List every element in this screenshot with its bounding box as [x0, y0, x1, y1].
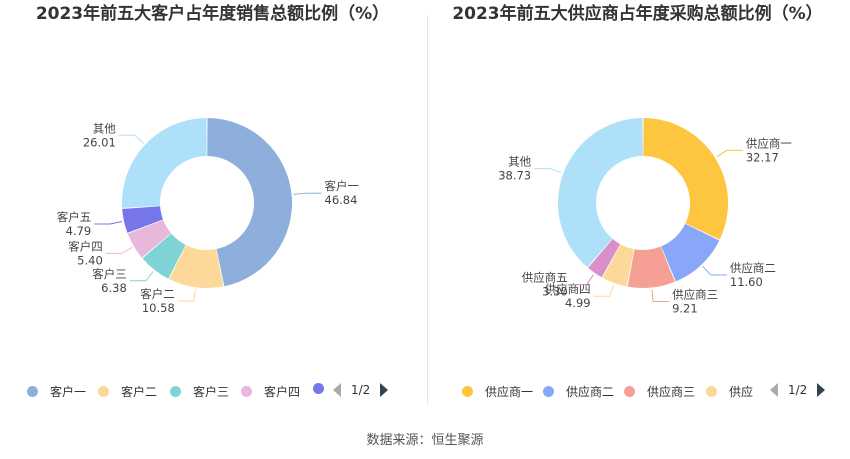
- slice-value-label: 10.58: [142, 301, 175, 315]
- supplier-chart-panel: 2023年前五大供应商占年度采购总额比例（%） 供应商一 32.17 供应商二 11.…: [425, 0, 850, 420]
- pie-slice-3: [627, 246, 675, 288]
- slice-label: 客户一: [325, 179, 360, 193]
- leader-line: [593, 284, 615, 297]
- chart-legend: 客户一 客户二 客户三 客户四 1/2: [0, 383, 425, 403]
- legend-item[interactable]: 供应商三: [624, 383, 695, 400]
- pie-slice-2: [661, 223, 720, 282]
- legend-swatch: [543, 386, 554, 397]
- legend-page-number: 1/2: [351, 383, 371, 397]
- leader-line: [105, 246, 133, 254]
- slice-label: 供应商二: [730, 261, 776, 275]
- chart-title: 2023年前五大供应商占年度采购总额比例（%）: [452, 4, 823, 24]
- leader-line: [293, 192, 322, 195]
- legend-swatch: [98, 386, 109, 397]
- leader-line: [118, 134, 144, 144]
- pie-slice-2: [169, 245, 224, 288]
- next-page-icon[interactable]: [817, 383, 826, 397]
- pie-slice-4: [127, 220, 171, 258]
- slice-label: 客户三: [92, 267, 127, 281]
- pie-slice-4: [602, 244, 634, 287]
- legend-label: 客户一: [50, 385, 87, 399]
- slice-label: 供应商四: [545, 282, 591, 296]
- slice-label: 客户四: [68, 239, 103, 253]
- pie-slice-5: [588, 238, 621, 278]
- slice-value-label: 38.73: [498, 169, 531, 183]
- legend-item[interactable]: 客户一: [27, 383, 86, 400]
- pie-slice-6: [558, 118, 643, 268]
- leader-line: [570, 274, 594, 285]
- legend-label: 供应: [729, 385, 754, 399]
- legend-label: 客户二: [121, 385, 158, 399]
- leader-line: [94, 220, 123, 225]
- slice-value-label: 3.30: [542, 284, 568, 298]
- legend-label: 供应商一: [485, 385, 534, 399]
- slice-label: 客户二: [140, 287, 175, 301]
- legend-pager: 1/2: [333, 383, 389, 397]
- leader-line: [716, 149, 743, 158]
- leader-line: [702, 265, 727, 276]
- slice-label: 供应商三: [672, 287, 718, 301]
- legend-swatch: [241, 386, 252, 397]
- slice-value-label: 26.01: [83, 135, 116, 149]
- chart-title: 2023年前五大客户占年度销售总额比例（%）: [35, 4, 390, 24]
- prev-page-icon[interactable]: [770, 383, 778, 397]
- panel-divider: [427, 15, 428, 405]
- slice-value-label: 9.21: [672, 301, 698, 315]
- legend-page-number: 1/2: [788, 383, 808, 397]
- pie-slice-1: [643, 118, 728, 240]
- leader-line: [651, 289, 670, 302]
- slice-value-label: 11.60: [730, 275, 763, 289]
- legend-item[interactable]: [313, 383, 336, 394]
- legend-swatch: [170, 386, 181, 397]
- slice-value-label: 46.84: [325, 193, 358, 207]
- customer-chart-panel: 2023年前五大客户占年度销售总额比例（%） 客户一 46.84 客户二 10.58 客…: [0, 0, 425, 420]
- legend-item[interactable]: 供应商一: [462, 383, 533, 400]
- legend-swatch: [706, 386, 717, 397]
- chart-legend: 供应商一 供应商二 供应商三 供应 1/2: [425, 383, 850, 403]
- legend-swatch: [313, 383, 324, 394]
- leader-line: [177, 289, 196, 302]
- legend-label: 客户三: [193, 385, 230, 399]
- legend-label: 供应商二: [566, 385, 615, 399]
- slice-value-label: 4.79: [66, 224, 92, 238]
- legend-pager: 1/2: [770, 383, 826, 397]
- legend-swatch: [624, 386, 635, 397]
- legend-item[interactable]: 客户三: [170, 383, 229, 400]
- slice-value-label: 5.40: [77, 253, 103, 267]
- slice-label: 供应商一: [746, 136, 792, 150]
- slice-label: 供应商五: [522, 270, 568, 284]
- pie-slice-1: [207, 118, 293, 287]
- slice-value-label: 4.99: [565, 296, 591, 310]
- prev-page-icon[interactable]: [333, 383, 341, 397]
- pie-slice-6: [122, 118, 207, 208]
- leader-line: [534, 168, 562, 174]
- legend-item[interactable]: 客户四: [241, 383, 300, 400]
- legend-item[interactable]: 供应: [706, 383, 753, 400]
- slice-label: 其他: [508, 155, 531, 169]
- legend-swatch: [462, 386, 473, 397]
- slice-label: 其他: [93, 121, 116, 135]
- legend-item[interactable]: 客户二: [98, 383, 157, 400]
- slice-label: 客户五: [57, 210, 92, 224]
- legend-item[interactable]: 供应商二: [543, 383, 614, 400]
- data-source: 数据来源：恒生聚源: [366, 433, 484, 448]
- leader-line: [129, 271, 154, 282]
- slice-value-label: 32.17: [746, 150, 779, 164]
- legend-label: 客户四: [264, 385, 301, 399]
- pie-slice-3: [142, 233, 186, 279]
- legend-swatch: [27, 386, 38, 397]
- next-page-icon[interactable]: [380, 383, 389, 397]
- legend-label: 供应商三: [647, 385, 696, 399]
- pie-slice-5: [122, 206, 163, 233]
- slice-value-label: 6.38: [101, 281, 127, 295]
